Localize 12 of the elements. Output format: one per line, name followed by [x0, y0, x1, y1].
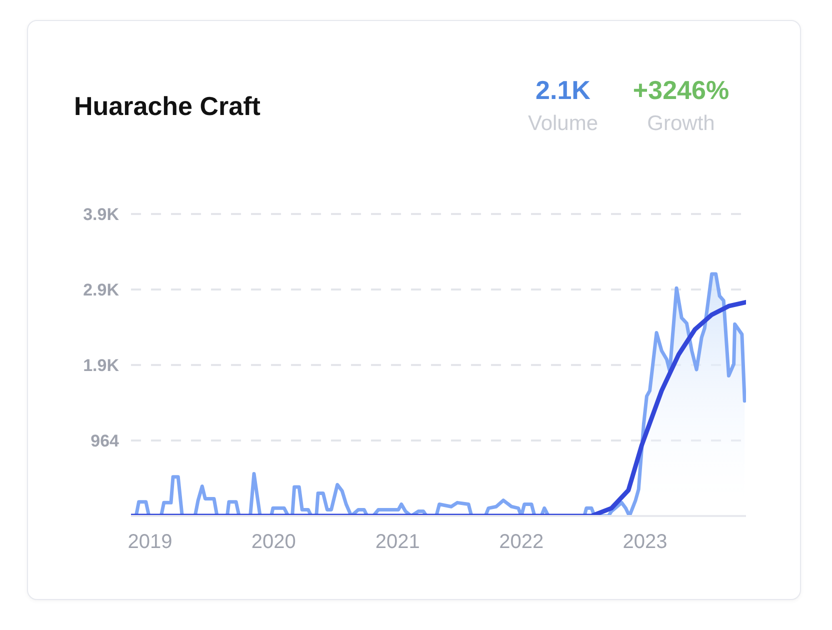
x-tick-label: 2022	[499, 531, 544, 554]
chart-title: Huarache Craft	[74, 91, 260, 122]
x-tick-label: 2019	[128, 531, 172, 554]
y-tick-label: 2.9K	[83, 280, 120, 300]
x-tick-label: 2023	[622, 531, 668, 554]
text: 2.1K	[534, 75, 592, 106]
y-tick-label: 1.9K	[83, 356, 120, 376]
text: +3246%	[632, 75, 730, 106]
y-tick-label: 964	[90, 432, 120, 451]
y-tick-label: 3.9K	[83, 205, 120, 224]
x-tick-label: 2020	[251, 531, 296, 554]
x-tick-label: 2021	[375, 531, 420, 554]
